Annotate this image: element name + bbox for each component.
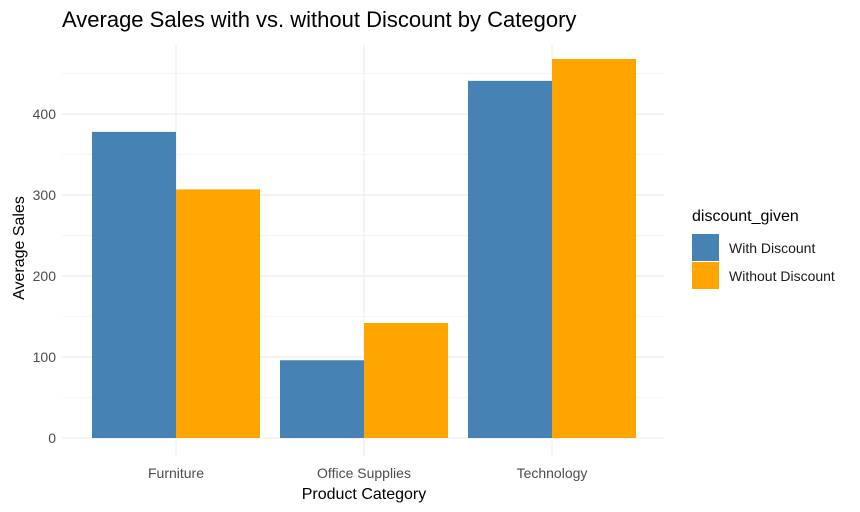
legend-swatch (692, 234, 719, 261)
bar-office-supplies-with-discount (280, 360, 364, 438)
y-axis-title: Average Sales (11, 196, 28, 300)
legend-items: With Discount Without Discount (692, 234, 835, 289)
legend-label: Without Discount (729, 268, 835, 284)
x-tick-label: Furniture (148, 465, 204, 481)
x-axis-title: Product Category (302, 486, 427, 503)
y-tick-label: 100 (33, 349, 57, 365)
bar-technology-with-discount (468, 80, 552, 438)
y-tick-label: 300 (33, 187, 57, 203)
y-tick-label: 400 (33, 106, 57, 122)
bar-furniture-without-discount (176, 189, 260, 438)
legend-swatch (692, 262, 719, 289)
y-tick-label: 200 (33, 268, 57, 284)
legend-label: With Discount (729, 240, 815, 256)
legend: discount_given With Discount Without Disc… (692, 208, 835, 289)
x-tick-label: Office Supplies (317, 465, 411, 481)
y-tick-labels: 0 100 200 300 400 (33, 106, 57, 446)
bars-layer (92, 59, 636, 438)
bar-office-supplies-without-discount (364, 323, 448, 438)
chart-title: Average Sales with vs. without Discount … (62, 7, 576, 32)
x-tick-label: Technology (517, 465, 588, 481)
legend-title: discount_given (692, 208, 799, 225)
bar-furniture-with-discount (92, 131, 176, 438)
x-tick-labels: Furniture Office Supplies Technology (148, 465, 587, 481)
y-tick-label: 0 (48, 430, 56, 446)
bar-technology-without-discount (552, 59, 636, 438)
